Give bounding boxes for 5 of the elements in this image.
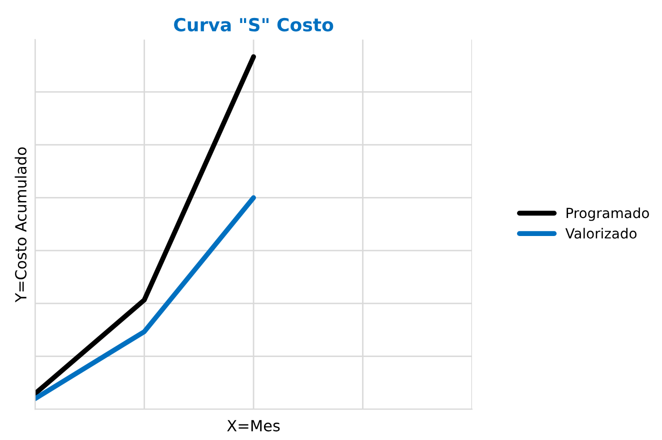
chart-title: Curva "S" Costo <box>174 18 334 32</box>
legend-label: Programado <box>566 207 649 221</box>
x-axis-title: X=Mes <box>227 420 280 432</box>
legend-label: Valorizado <box>565 228 637 239</box>
y-axis-title: Y=Costo Acumulado <box>14 147 27 302</box>
